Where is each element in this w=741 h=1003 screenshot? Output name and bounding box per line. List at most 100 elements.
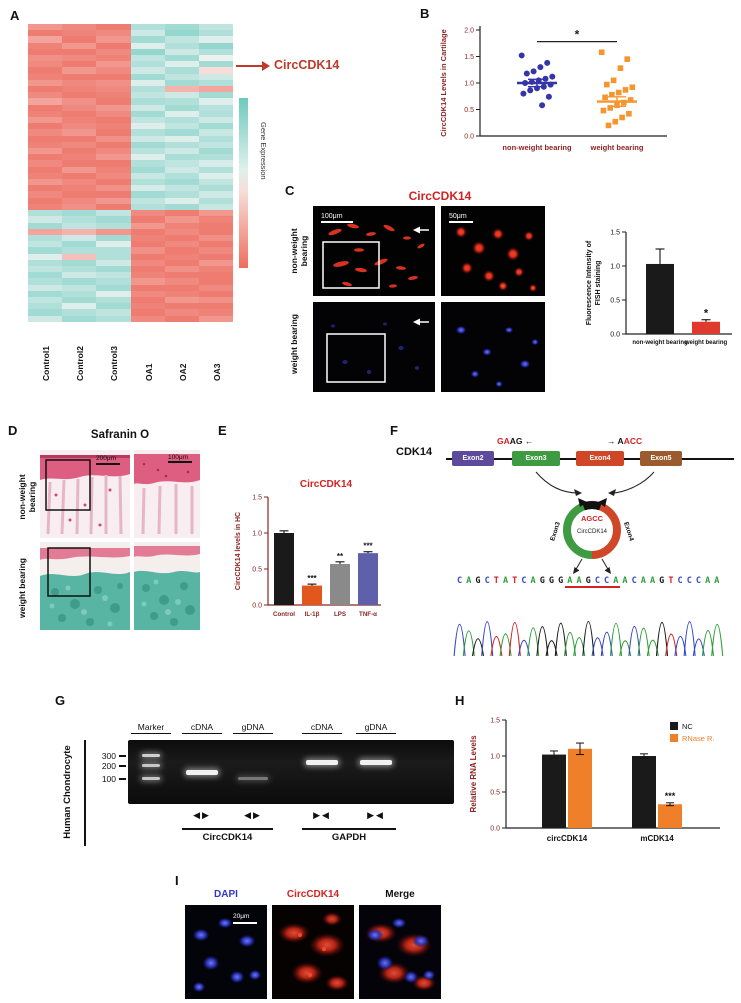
heatmap-cell [198,185,234,192]
sequence-base: G [558,576,564,586]
histology-image-nonweight-high-mag: 100μm [134,450,200,538]
bone-streaks [141,484,194,535]
divergent-primer-icon: ◀▶ [244,810,262,820]
heatmap-row [28,166,234,173]
heatmap-cell [130,123,165,130]
sequence-base: A [611,576,621,588]
heatmap-column-label: Control2 [75,346,85,381]
heatmap-cell [164,110,199,118]
fish-signal [328,223,425,288]
heatmap-cell [62,210,97,217]
heatmap-cell [28,123,63,130]
heatmap-cell [62,110,97,118]
heatmap-cell [96,55,131,62]
scatter-point [537,64,544,71]
heatmap-cell [198,222,234,229]
heatmap-cell [62,228,97,235]
heatmap-cell [28,185,63,192]
heatmap [28,24,234,322]
scatter-point [609,91,615,98]
heatmap-cell [130,79,165,87]
histology-image-weight-high-mag [134,542,200,630]
sequence-base: G [583,576,593,588]
chromatogram [453,620,724,657]
histology-image-nonweight-low-mag: 200μm [40,450,130,538]
heatmap-cell [96,24,131,31]
sequence-base: A [574,576,584,588]
heatmap-column-label: OA3 [212,363,222,381]
heatmap-cell [164,309,199,316]
sequence-base: A [565,576,575,588]
heatmap-cell [164,98,199,105]
heatmap-cell [164,203,199,211]
chart-text: 0.0 [490,826,500,833]
exon-box-2: Exon2 [452,451,494,466]
heatmap-cell [62,73,97,80]
heatmap-cell [28,135,63,142]
heatmap-cell [96,123,131,130]
heatmap-cell [130,278,165,285]
heatmap-row [28,278,234,285]
heatmap-cell [62,42,97,49]
heatmap-cell [28,98,63,105]
heatmap-cell [198,30,234,37]
heatmap-cell [62,185,97,192]
heatmap-cell [96,166,131,173]
heatmap-cell [62,222,97,229]
heatmap-cell [96,86,131,93]
heatmap-row [28,216,234,223]
heatmap-cell [164,36,199,43]
heatmap-cell [96,79,131,87]
inset-outline [45,459,91,511]
heatmap-cell [96,272,131,279]
chart-text: 1.5 [464,54,474,61]
right-primer-arrow-icon: → [607,436,616,446]
heatmap-cell [28,216,63,223]
heatmap-cell [62,303,97,310]
chromatogram-peak [462,630,475,657]
heatmap-cell [28,42,63,49]
annotation-arrow-icon [262,61,270,71]
fish-image-nonweight-low-mag: 100μm [313,206,435,296]
heatmap-cell [130,185,165,192]
heatmap-cell [96,148,131,155]
heatmap-cell [96,197,131,204]
scatter-point [544,59,551,66]
chart-text: weight bearing [590,143,644,152]
gel-side-line [84,740,86,846]
heatmap-row [28,30,234,37]
panel-d-label: D [8,423,18,438]
cartilage-texture-light [49,585,113,627]
heatmap-cell [28,210,63,217]
heatmap-cell [28,253,63,260]
lane-label-gdna-gapdh: gDNA [356,722,396,734]
ladder-label-100: 100 [101,774,116,784]
sequence-base: A [466,576,472,586]
heatmap-cell [62,104,97,111]
heatmap-cell [164,191,199,198]
fish-image-nonweight-high-mag: 50μm [441,206,545,296]
junction-black: AG [509,436,523,446]
heatmap-cell [164,172,199,180]
heatmap-row [28,284,234,291]
dapi-signal [331,322,420,374]
heatmap-column-label: OA2 [178,363,188,381]
heatmap-row [28,154,234,161]
heatmap-cell [130,234,165,242]
heatmap-cell [96,234,131,242]
heatmap-row [28,104,234,111]
heatmap-row [28,172,234,180]
heatmap-cell [198,191,234,198]
heatmap-cell [96,104,131,111]
gene-name: CDK14 [396,446,433,458]
heatmap-cell [130,309,165,316]
chart-text: 1.0 [464,81,474,88]
chart-text: 1.5 [610,230,620,237]
heatmap-cell [62,191,97,198]
exon4-arc [591,501,621,559]
heatmap-cell [62,79,97,87]
heatmap-cell [96,98,131,105]
heatmap-cell [62,123,97,130]
heatmap-cell [62,234,97,242]
sequence-base: C [686,576,692,586]
